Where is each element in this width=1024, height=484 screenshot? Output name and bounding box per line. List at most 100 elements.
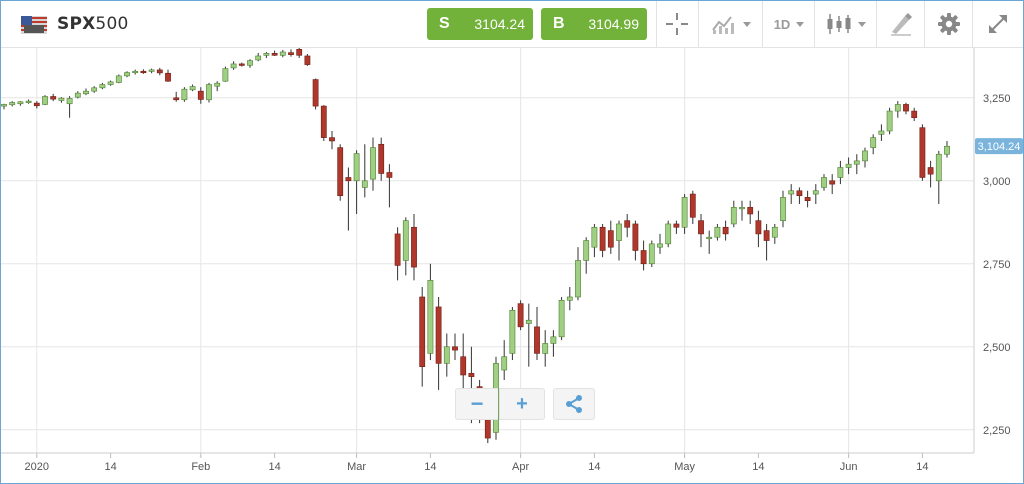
x-tick-label: 14	[916, 461, 928, 473]
y-tick-label: 3,250	[983, 93, 1011, 105]
candle-body	[25, 100, 32, 103]
candle-body	[394, 233, 401, 266]
chart-type-dropdown[interactable]	[698, 1, 763, 47]
minus-icon: −	[470, 391, 484, 416]
candle-body	[304, 55, 311, 65]
buy-label: B	[553, 15, 565, 32]
candle-body	[763, 230, 770, 241]
chevron-down-icon	[796, 21, 805, 27]
candle-body	[435, 306, 442, 364]
candle-body	[222, 68, 229, 82]
candle-body	[132, 70, 139, 74]
candle-body	[263, 53, 270, 56]
symbol-bold: SPX	[57, 14, 96, 34]
candle-body	[648, 243, 655, 265]
y-tick-label: 2,500	[983, 342, 1011, 354]
candle-body	[739, 207, 745, 210]
candle-body	[468, 373, 475, 377]
candle-body	[279, 51, 286, 56]
candle-body	[9, 102, 16, 106]
x-tick-label: 14	[752, 461, 764, 473]
candle-body	[124, 72, 130, 77]
fullscreen-button[interactable]	[972, 1, 1023, 47]
candle-body	[230, 63, 237, 69]
candle-body	[501, 356, 508, 371]
candle-body	[566, 296, 573, 301]
candle-body	[156, 69, 163, 74]
candle-body	[386, 172, 393, 178]
zoom-out-button[interactable]: −	[455, 388, 498, 420]
candle-body	[411, 226, 417, 268]
candle-body	[58, 97, 65, 101]
settings-button[interactable]	[924, 1, 973, 47]
candle-body	[173, 97, 180, 101]
chevron-down-icon	[743, 21, 751, 27]
candle-body	[771, 226, 778, 238]
chevron-down-icon	[858, 21, 866, 27]
candle-body	[755, 220, 762, 235]
candle-body	[886, 110, 893, 132]
candle-body	[911, 110, 918, 119]
candle-body	[616, 223, 622, 241]
current-price-tag	[975, 138, 1023, 155]
sell-button[interactable]: S 3104.24	[427, 8, 533, 40]
candle-body	[320, 105, 327, 138]
candle-body	[829, 180, 836, 185]
candle-body	[255, 55, 262, 61]
candle-body	[632, 223, 639, 251]
candle-body	[370, 147, 376, 180]
share-button[interactable]	[553, 388, 595, 420]
candlestick-chart[interactable]: 3,250 3,000 2,750 2,500 2,250 2020 14 Feb 14 Mar 1…	[1, 48, 1023, 482]
candle-body	[288, 52, 294, 55]
x-tick-label: Apr	[512, 461, 529, 473]
candle-body	[665, 223, 672, 245]
x-tick-label: Mar	[347, 461, 366, 473]
candle-body	[115, 75, 122, 83]
candle-body	[747, 207, 754, 215]
candle-body	[99, 84, 106, 89]
candle-body	[17, 101, 24, 105]
draw-tools-button[interactable]	[876, 1, 925, 47]
plus-icon: +	[516, 392, 528, 415]
candle-body	[517, 303, 524, 328]
instrument-symbol: SPX500	[57, 14, 128, 34]
candle-body	[821, 177, 827, 188]
candle-body	[878, 130, 885, 135]
candle-body	[837, 167, 844, 178]
candle-body	[378, 143, 385, 174]
candlestick-icon	[827, 14, 851, 34]
zoom-in-button[interactable]: +	[499, 388, 545, 420]
candle-body	[804, 197, 811, 202]
candle-body	[165, 72, 171, 82]
candle-body	[640, 250, 647, 265]
candle-body	[698, 220, 704, 235]
candle-body	[484, 419, 491, 439]
candle-body	[591, 226, 598, 248]
candle-body	[148, 69, 155, 72]
x-tick-label: 2020	[25, 461, 49, 473]
candle-body	[845, 163, 852, 168]
candle-body	[460, 356, 467, 376]
buy-button[interactable]: B 3104.99	[541, 8, 647, 40]
candle-body	[312, 79, 319, 107]
candle-style-dropdown[interactable]	[814, 1, 877, 47]
chart-toolbar: SPX500 S 3104.24 B 3104.99	[1, 1, 1023, 48]
crosshair-button[interactable]	[656, 1, 697, 47]
sell-price: 3104.24	[474, 16, 525, 32]
candle-body	[558, 299, 565, 338]
x-tick-label: 14	[588, 461, 600, 473]
candle-body	[780, 197, 786, 221]
candle-body	[862, 150, 868, 162]
timeframe-dropdown[interactable]: 1D	[762, 1, 815, 47]
candle-body	[788, 190, 795, 195]
candle-body	[722, 226, 729, 235]
candle-body	[271, 53, 278, 56]
draw-tool-icon	[891, 13, 912, 36]
candle-body	[83, 90, 89, 95]
candle-body	[140, 70, 147, 74]
candle-body	[509, 309, 516, 354]
candle-body	[919, 127, 926, 178]
y-tick-label: 2,250	[983, 425, 1011, 437]
candle-body	[361, 180, 368, 188]
candle-body	[542, 343, 549, 354]
